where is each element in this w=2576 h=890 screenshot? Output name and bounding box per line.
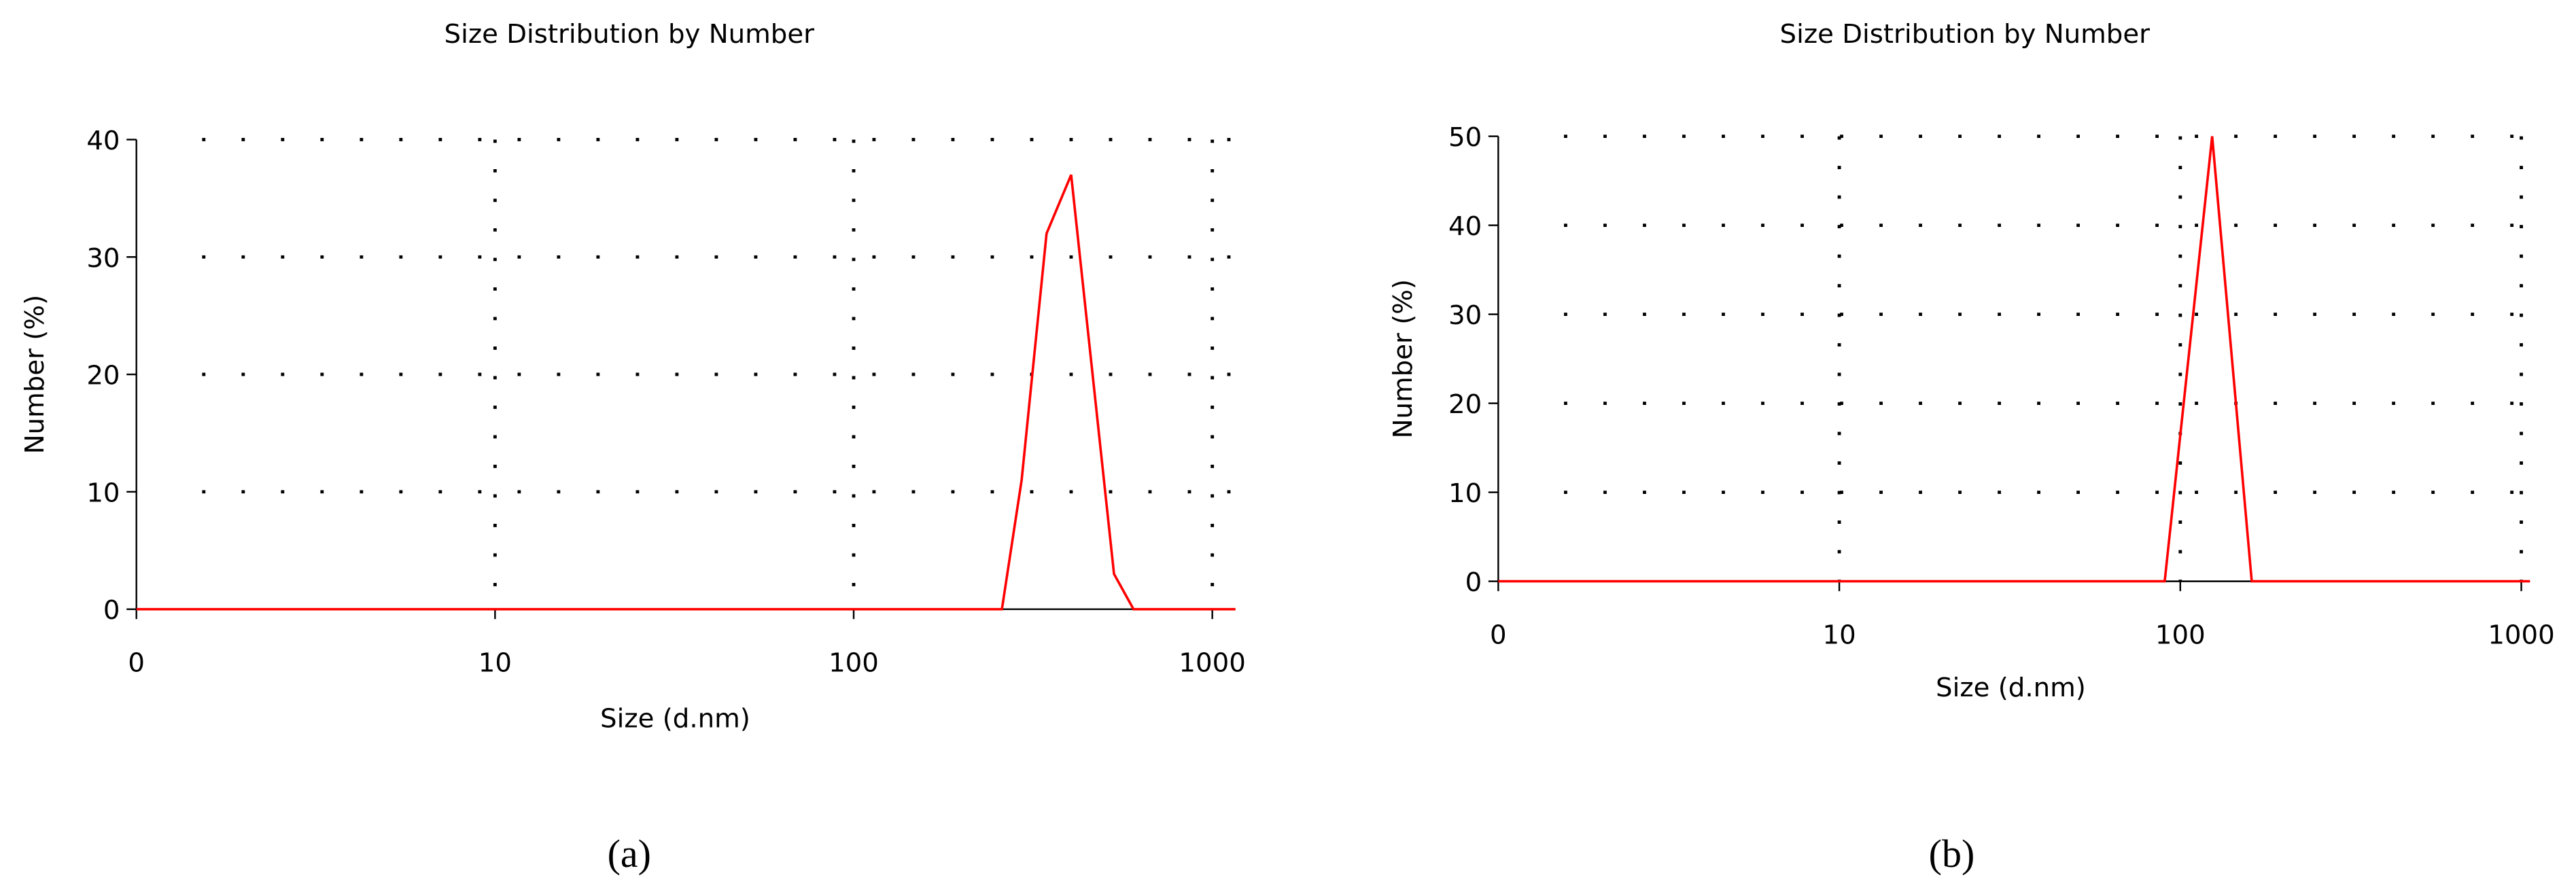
y-tick-label: 0	[103, 595, 120, 626]
x-tick-label: 10	[478, 648, 512, 679]
x-tick-label: 1000	[1179, 648, 1245, 679]
x-tick-label: 1000	[2488, 620, 2554, 650]
y-tick-label: 50	[1448, 122, 1482, 153]
y-tick-label: 20	[1448, 389, 1482, 420]
panel-label: (a)	[608, 832, 651, 876]
y-tick-label: 10	[1448, 478, 1482, 509]
data-line	[1498, 136, 2530, 583]
x-axis-label: Size (d.nm)	[600, 704, 750, 734]
y-axis-label: Number (%)	[1388, 279, 1418, 438]
data-line	[136, 174, 1236, 611]
y-tick-label: 30	[1448, 300, 1482, 331]
y-tick-label: 40	[86, 126, 120, 156]
x-tick-label: 0	[128, 648, 145, 679]
x-tick-label: 100	[829, 648, 879, 679]
y-tick-label: 0	[1465, 567, 1482, 598]
x-tick-label: 0	[1490, 620, 1507, 650]
chart-title: Size Distribution by Number	[445, 19, 815, 50]
panel-label: (b)	[1929, 832, 1975, 876]
chart-title: Size Distribution by Number	[1780, 19, 2151, 50]
y-tick-label: 40	[1448, 211, 1482, 242]
y-axis-label: Number (%)	[20, 295, 50, 454]
y-tick-label: 10	[86, 478, 120, 508]
y-tick-label: 20	[86, 361, 120, 391]
x-tick-label: 10	[1822, 620, 1856, 650]
y-tick-label: 30	[86, 243, 120, 274]
x-tick-label: 100	[2155, 620, 2206, 650]
x-axis-label: Size (d.nm)	[1936, 673, 2086, 703]
